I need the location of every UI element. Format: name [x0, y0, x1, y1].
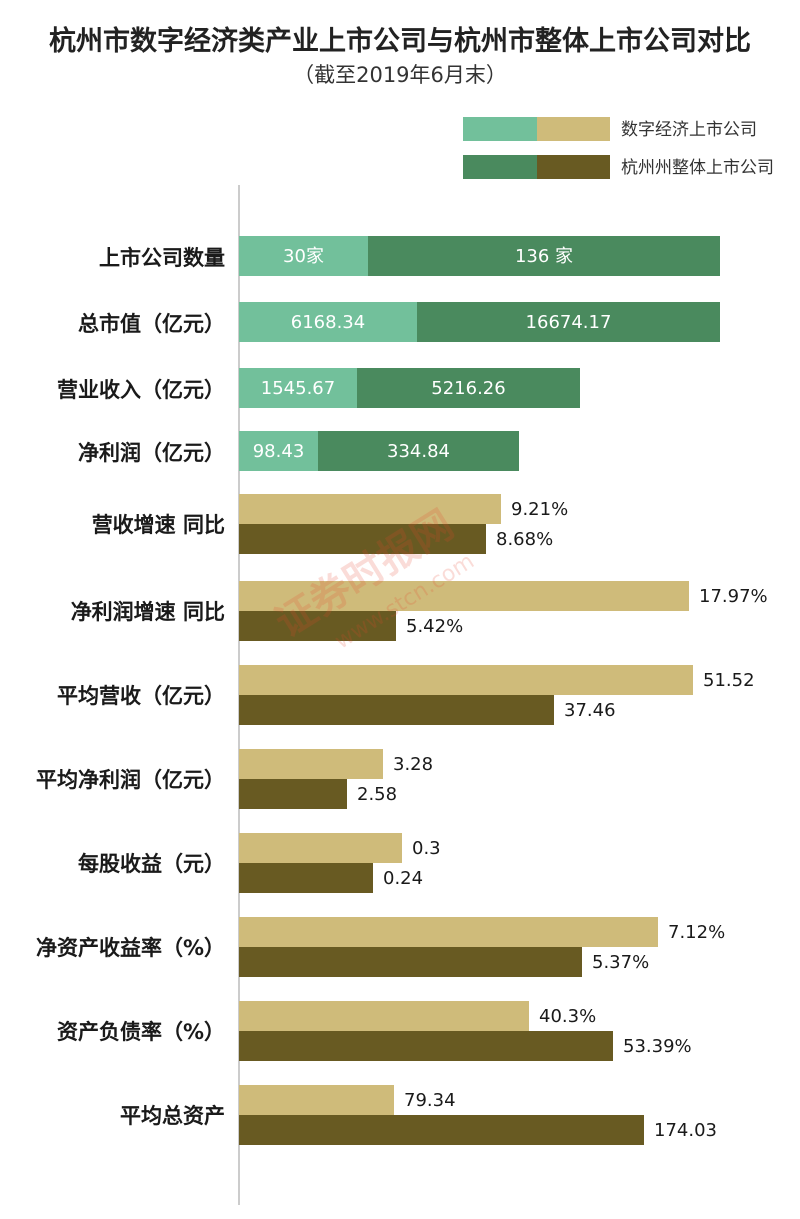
bar-digital — [239, 1001, 529, 1031]
data-label-overall: 16674.17 — [526, 312, 612, 333]
bar-digital — [239, 749, 383, 779]
chart-title: 杭州市数字经济类产业上市公司与杭州市整体上市公司对比 — [49, 25, 751, 57]
data-label-overall: 5216.26 — [431, 378, 505, 399]
bar-digital — [239, 581, 689, 611]
category-label: 净资产收益率（%） — [36, 936, 225, 960]
bar-digital — [239, 665, 693, 695]
data-label-overall: 174.03 — [654, 1120, 717, 1141]
data-label-overall: 8.68% — [496, 529, 553, 550]
chart-subtitle: （截至2019年6月末） — [293, 63, 507, 87]
category-label: 营收增速 同比 — [92, 513, 225, 537]
bar-digital — [239, 236, 368, 276]
bar-overall — [239, 695, 554, 725]
category-label: 平均净利润（亿元） — [36, 768, 225, 792]
data-label-overall: 136 家 — [515, 246, 573, 267]
bar-overall — [239, 1031, 613, 1061]
category-label: 上市公司数量 — [99, 246, 225, 270]
legend-swatch-digital-green — [463, 117, 537, 141]
bar-digital — [239, 431, 318, 471]
data-label-overall: 2.58 — [357, 784, 397, 805]
category-label: 净利润（亿元） — [78, 441, 225, 465]
data-label-overall: 334.84 — [387, 441, 450, 462]
data-label-digital: 40.3% — [539, 1006, 596, 1027]
bar-overall — [239, 524, 486, 554]
data-label-digital: 30家 — [283, 246, 324, 267]
legend-swatch-overall-green — [463, 155, 537, 179]
data-label-digital: 79.34 — [404, 1090, 456, 1111]
data-label-digital: 0.3 — [412, 838, 441, 859]
category-label: 营业收入（亿元） — [57, 378, 225, 402]
legend-label-digital: 数字经济上市公司 — [621, 120, 757, 140]
bar-overall — [239, 947, 582, 977]
category-label: 平均营收（亿元） — [57, 684, 225, 708]
data-label-digital: 9.21% — [511, 499, 568, 520]
data-label-overall: 37.46 — [564, 700, 616, 721]
data-label-overall: 5.37% — [592, 952, 649, 973]
category-label: 平均总资产 — [120, 1104, 225, 1128]
legend-label-overall: 杭州州整体上市公司 — [621, 158, 774, 178]
legend-swatch-overall-brown — [537, 155, 610, 179]
bar-digital — [239, 917, 658, 947]
bar-overall — [239, 863, 373, 893]
data-label-digital: 6168.34 — [291, 312, 365, 333]
bar-digital — [239, 302, 417, 342]
data-label-digital: 17.97% — [699, 586, 768, 607]
bar-digital — [239, 1085, 394, 1115]
data-label-digital: 3.28 — [393, 754, 433, 775]
bar-digital — [239, 368, 357, 408]
bar-overall — [239, 1115, 644, 1145]
legend: 数字经济上市公司 杭州州整体上市公司 — [463, 117, 774, 179]
data-label-overall: 5.42% — [406, 616, 463, 637]
data-label-digital: 51.52 — [703, 670, 755, 691]
bar-digital — [239, 494, 501, 524]
bar-overall — [239, 779, 347, 809]
legend-swatch-digital-gold — [537, 117, 610, 141]
category-label: 净利润增速 同比 — [71, 600, 225, 624]
category-label: 资产负债率（%） — [57, 1020, 225, 1044]
data-label-overall: 0.24 — [383, 868, 423, 889]
bars: 30家 136 家 上市公司数量 6168.34 16674.17 总市值（亿元） 1545… — [36, 236, 768, 1145]
data-label-digital: 7.12% — [668, 922, 725, 943]
bar-digital — [239, 833, 402, 863]
data-label-digital: 1545.67 — [261, 378, 335, 399]
data-label-digital: 98.43 — [253, 441, 305, 462]
bar-overall — [239, 611, 396, 641]
data-label-overall: 53.39% — [623, 1036, 692, 1057]
category-label: 每股收益（元） — [78, 852, 225, 876]
category-label: 总市值（亿元） — [78, 312, 225, 336]
